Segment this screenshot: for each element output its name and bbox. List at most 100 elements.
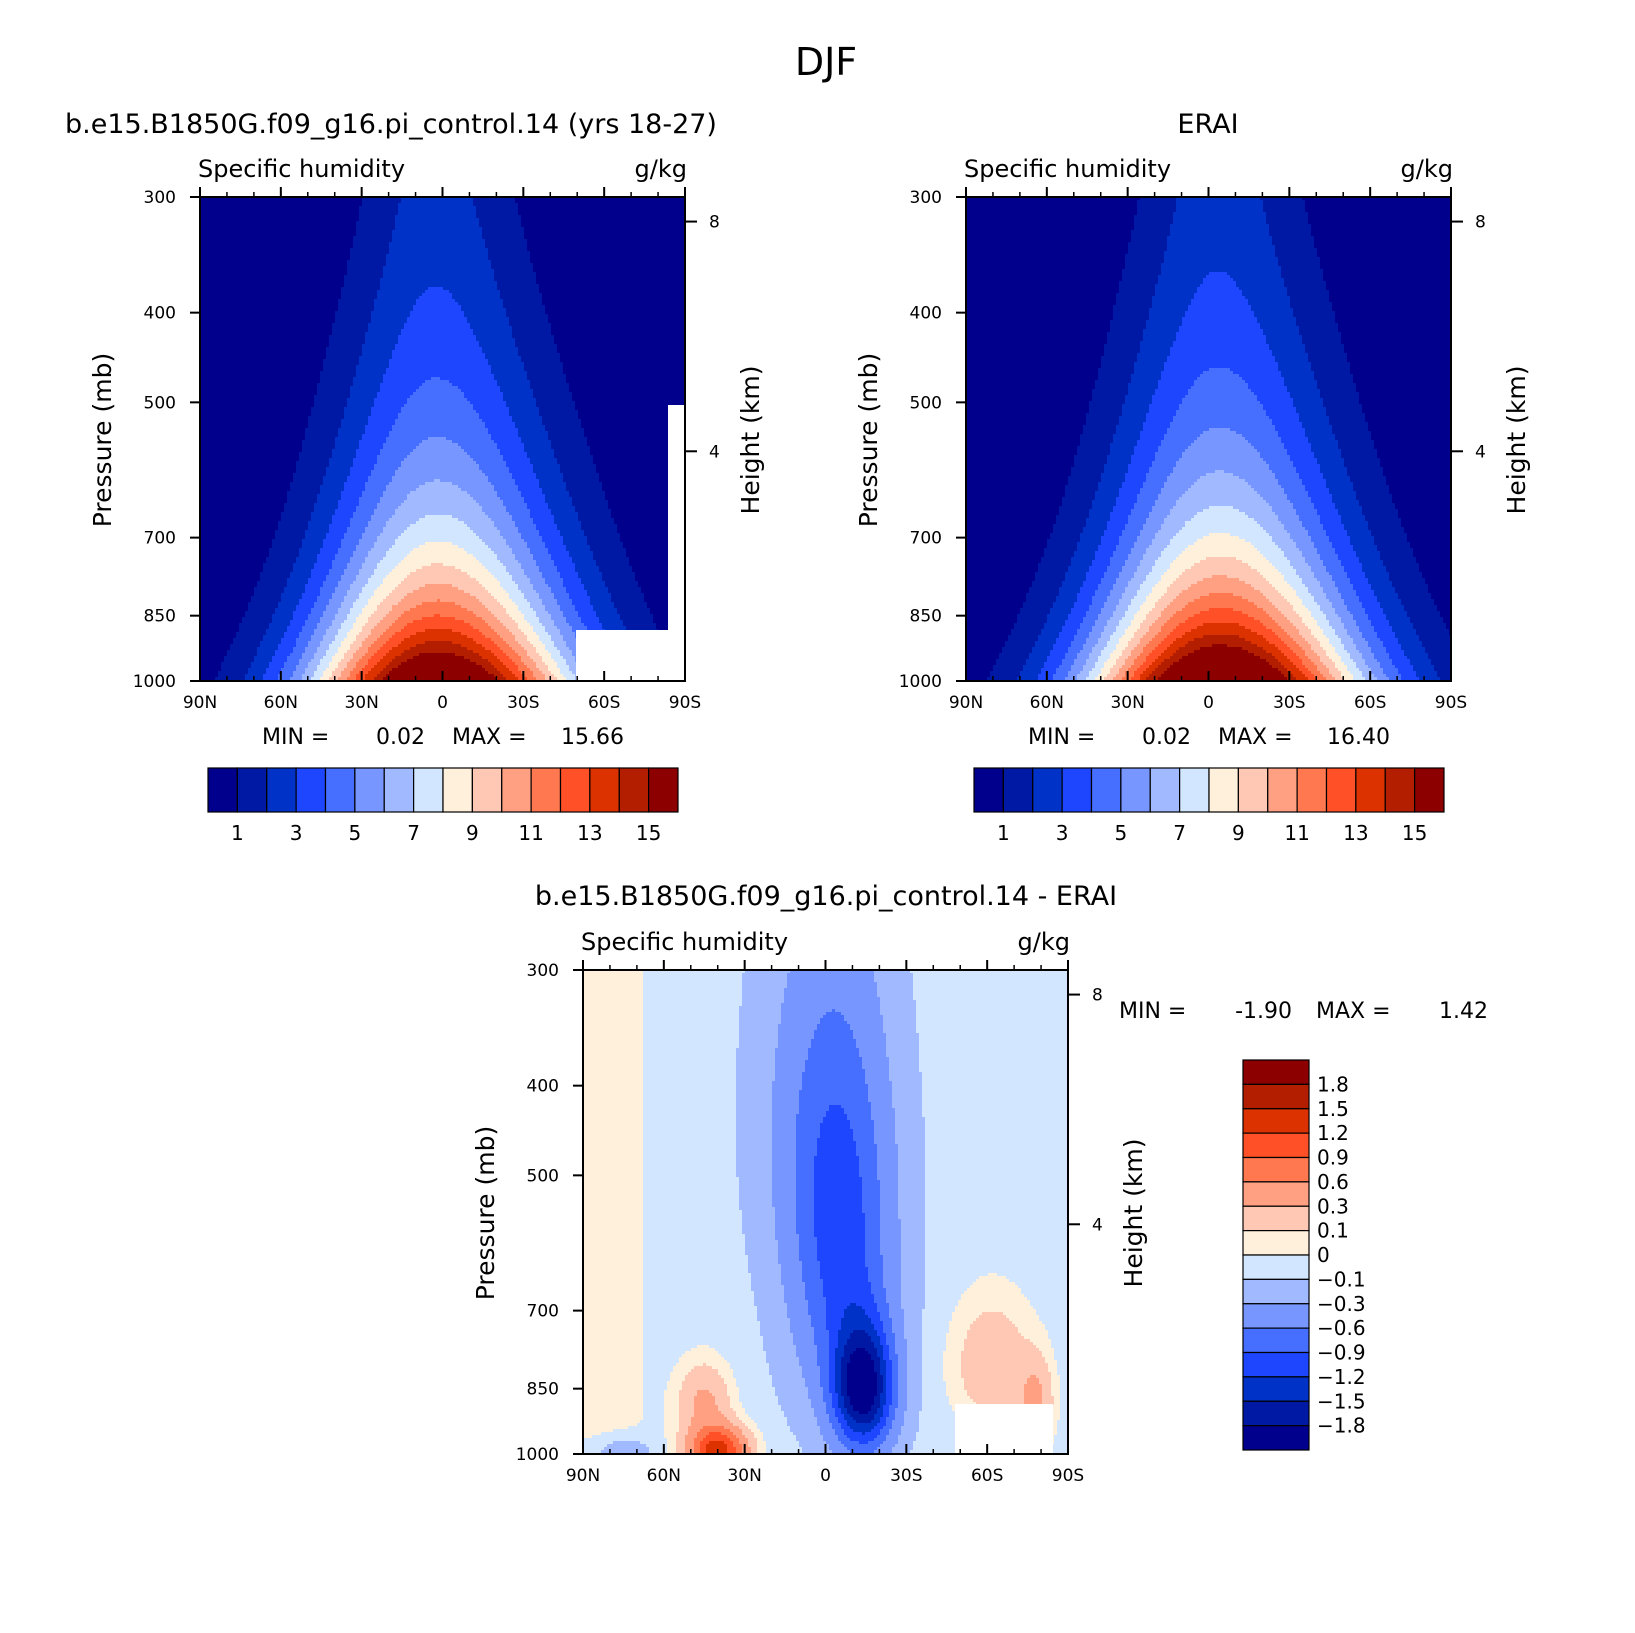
contour-cell	[1191, 566, 1252, 570]
contour-cell	[347, 650, 357, 654]
contour-cell	[966, 329, 1111, 333]
contour-cell	[317, 599, 330, 603]
contour-cell	[1143, 485, 1165, 489]
contour-cell	[1332, 494, 1357, 498]
contour-cell	[1209, 593, 1234, 597]
contour-cell	[1266, 221, 1309, 225]
contour-cell	[1323, 563, 1342, 567]
contour-cell	[916, 1009, 1068, 1013]
contour-cell	[200, 470, 297, 474]
contour-cell	[1308, 437, 1336, 441]
contour-cell	[1323, 473, 1348, 477]
contour-cell	[413, 656, 465, 660]
contour-cell	[853, 1030, 884, 1034]
contour-cell	[966, 521, 1057, 525]
contour-cell	[530, 380, 567, 384]
contour-cell	[1128, 641, 1141, 645]
contour-cell	[200, 668, 222, 672]
contour-cell	[922, 1075, 1068, 1079]
contour-cell	[533, 587, 552, 591]
contour-cell	[1329, 641, 1342, 645]
contour-cell	[527, 620, 540, 624]
contour-cell	[554, 455, 594, 459]
x-tick-label: 0	[1203, 693, 1214, 713]
contour-cell	[916, 1024, 1068, 1028]
contour-cell	[1254, 617, 1273, 621]
contour-cell	[583, 1111, 644, 1115]
contour-cell	[368, 551, 387, 555]
contour-cell	[1287, 293, 1330, 297]
contour-cell	[1392, 659, 1411, 663]
contour-cell	[1209, 506, 1234, 510]
contour-cell	[966, 335, 1108, 339]
contour-cell	[545, 677, 558, 681]
contour-cell	[563, 674, 576, 678]
contour-cell	[341, 296, 378, 300]
contour-cell	[311, 413, 345, 417]
contour-cell	[966, 293, 1117, 297]
contour-cell	[200, 560, 267, 564]
contour-cell	[892, 1093, 923, 1097]
contour-cell	[485, 425, 516, 429]
contour-cell	[583, 1000, 644, 1004]
contour-cell	[200, 398, 315, 402]
contour-cell	[482, 563, 504, 567]
contour-cell	[1089, 401, 1126, 405]
contour-cell	[416, 488, 462, 492]
contour-cell	[1038, 677, 1054, 681]
contour-cell	[557, 527, 582, 531]
contour-cell	[404, 578, 477, 582]
contour-cell	[596, 614, 621, 618]
contour-cell	[386, 653, 402, 657]
contour-cell	[368, 524, 387, 528]
contour-cell	[1158, 278, 1204, 282]
contour-cell	[314, 509, 336, 513]
contour-cell	[347, 617, 357, 621]
contour-cell	[308, 425, 342, 429]
contour-cell	[1299, 518, 1321, 522]
contour-cell	[380, 449, 414, 453]
contour-cell	[1257, 548, 1282, 552]
contour-cell	[470, 575, 495, 579]
contour-cell	[1191, 299, 1249, 303]
contour-cell	[428, 437, 447, 441]
contour-cell	[269, 554, 300, 558]
contour-cell	[533, 263, 685, 267]
contour-cell	[425, 290, 450, 294]
contour-cell	[353, 656, 363, 660]
contour-cell	[1278, 659, 1291, 663]
contour-cell	[626, 626, 657, 630]
contour-cell	[796, 1144, 818, 1148]
contour-cell	[368, 422, 396, 426]
contour-cell	[608, 506, 685, 510]
contour-cell	[482, 506, 507, 510]
contour-cell	[1302, 620, 1318, 624]
contour-cell	[488, 479, 516, 483]
contour-cell	[1320, 605, 1333, 609]
contour-cell	[643, 1066, 737, 1070]
contour-cell	[200, 212, 360, 216]
contour-cell	[341, 425, 366, 429]
contour-cell	[1071, 644, 1084, 648]
contour-cell	[1332, 542, 1351, 546]
contour-cell	[398, 212, 477, 216]
contour-cell	[1407, 533, 1451, 537]
contour-cell	[248, 602, 279, 606]
contour-cell	[359, 443, 384, 447]
contour-cell	[557, 569, 576, 573]
contour-cell	[1158, 380, 1195, 384]
contour-cell	[1071, 668, 1084, 672]
contour-cell	[539, 407, 576, 411]
contour-cell	[1038, 569, 1069, 573]
contour-cell	[401, 332, 474, 336]
contour-cell	[332, 560, 351, 564]
contour-cell	[200, 431, 306, 435]
contour-cell	[1245, 437, 1282, 441]
contour-cell	[512, 326, 552, 330]
contour-cell	[772, 1153, 797, 1157]
contour-cell	[1158, 599, 1174, 603]
contour-cell	[1110, 320, 1147, 324]
contour-cell	[966, 539, 1048, 543]
contour-cell	[1038, 638, 1057, 642]
contour-cell	[200, 599, 252, 603]
